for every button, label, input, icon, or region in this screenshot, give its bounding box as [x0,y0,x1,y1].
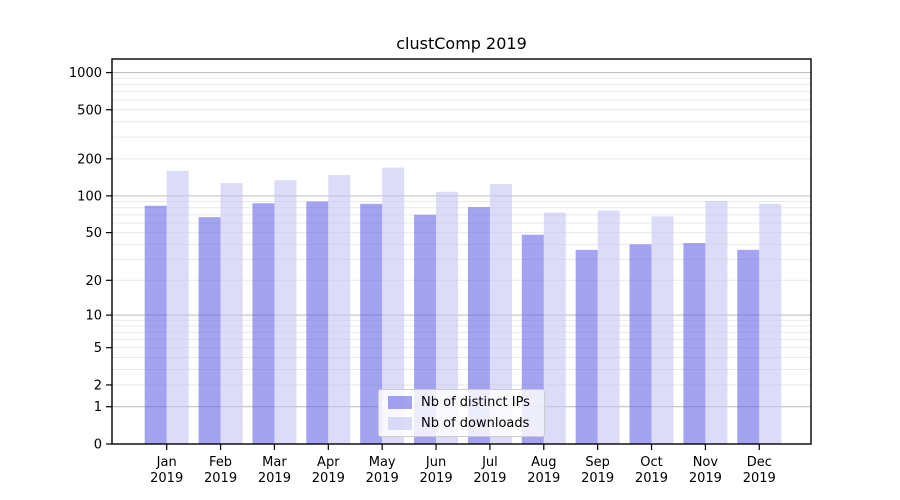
bar-oct-downloads [651,216,674,444]
legend-entry: Nb of distinct IPs [388,392,536,413]
chart-title: clustComp 2019 [396,34,527,53]
x-tick-label-year: 2019 [473,471,506,486]
legend-label: Nb of distinct IPs [421,395,530,410]
bar-apr-downloads [328,174,351,444]
x-tick-label-month: Nov [693,455,719,470]
bar-may-downloads [382,167,405,444]
plot-frame [111,58,812,445]
x-tick-label-month: Dec [747,455,772,470]
x-tick-label-month: Oct [640,455,662,470]
bars-distinct-ips [144,201,760,444]
y-tick-label: 200 [77,152,102,167]
bar-jul-downloads [489,183,512,444]
bar-dec-ips [737,249,760,444]
x-tick-label-month: Apr [317,455,340,470]
bar-jun-ips [414,214,437,444]
bar-feb-ips [198,217,221,444]
bar-aug-downloads [543,212,566,444]
bar-sep-ips [575,249,598,444]
x-axis-ticks: Jan2019Feb2019Mar2019Apr2019May2019Jun20… [150,444,776,486]
x-tick-label-year: 2019 [743,471,776,486]
x-tick-label-month: Sep [585,455,610,470]
x-tick-label-month: Jun [425,455,446,470]
y-tick-label: 20 [85,274,102,289]
legend-swatch [388,417,412,430]
y-tick-label: 100 [77,189,102,204]
legend-swatch [388,396,412,409]
bar-mar-downloads [274,180,297,444]
x-tick-label-month: Jul [481,455,498,470]
bar-jun-downloads [436,191,459,444]
bar-jan-ips [144,205,167,444]
bar-may-ips [360,203,383,444]
x-tick-label-year: 2019 [527,471,560,486]
x-tick-label-year: 2019 [312,471,345,486]
bar-oct-ips [629,244,652,444]
bar-jan-downloads [166,170,189,444]
bar-feb-downloads [220,183,243,444]
x-tick-label-month: May [369,455,396,470]
bar-dec-downloads [759,203,782,444]
bar-apr-ips [306,201,329,444]
bar-mar-ips [252,203,275,444]
y-tick-label: 0 [94,438,102,453]
x-tick-label-year: 2019 [689,471,722,486]
bar-sep-downloads [597,210,620,444]
y-tick-label: 5 [94,341,102,356]
bar-nov-ips [683,243,706,444]
y-axis-ticks: 0 1 2 5 10 20 50 100 200 500 1000 [69,66,112,453]
x-tick-label-month: Feb [209,455,232,470]
bar-nov-downloads [705,200,728,444]
y-tick-label: 2 [94,378,102,393]
x-tick-label-year: 2019 [204,471,237,486]
x-tick-label-year: 2019 [635,471,668,486]
x-tick-label-year: 2019 [420,471,453,486]
x-tick-label-year: 2019 [258,471,291,486]
x-tick-label-year: 2019 [366,471,399,486]
legend-label: Nb of downloads [421,416,530,431]
y-tick-label: 10 [85,309,102,324]
bars-downloads [166,167,782,444]
x-tick-label-year: 2019 [150,471,183,486]
y-tick-label: 50 [85,226,102,241]
y-tick-label: 1000 [69,66,102,81]
legend-entry: Nb of downloads [388,413,536,434]
chart-legend: Nb of distinct IPs Nb of downloads [378,389,545,437]
x-tick-label-month: Mar [262,455,287,470]
y-tick-label: 500 [77,103,102,118]
bar-jul-ips [467,207,490,444]
y-tick-label: 1 [94,400,102,415]
x-tick-label-month: Aug [531,455,556,470]
x-tick-label-year: 2019 [581,471,614,486]
x-tick-label-month: Jan [156,455,177,470]
